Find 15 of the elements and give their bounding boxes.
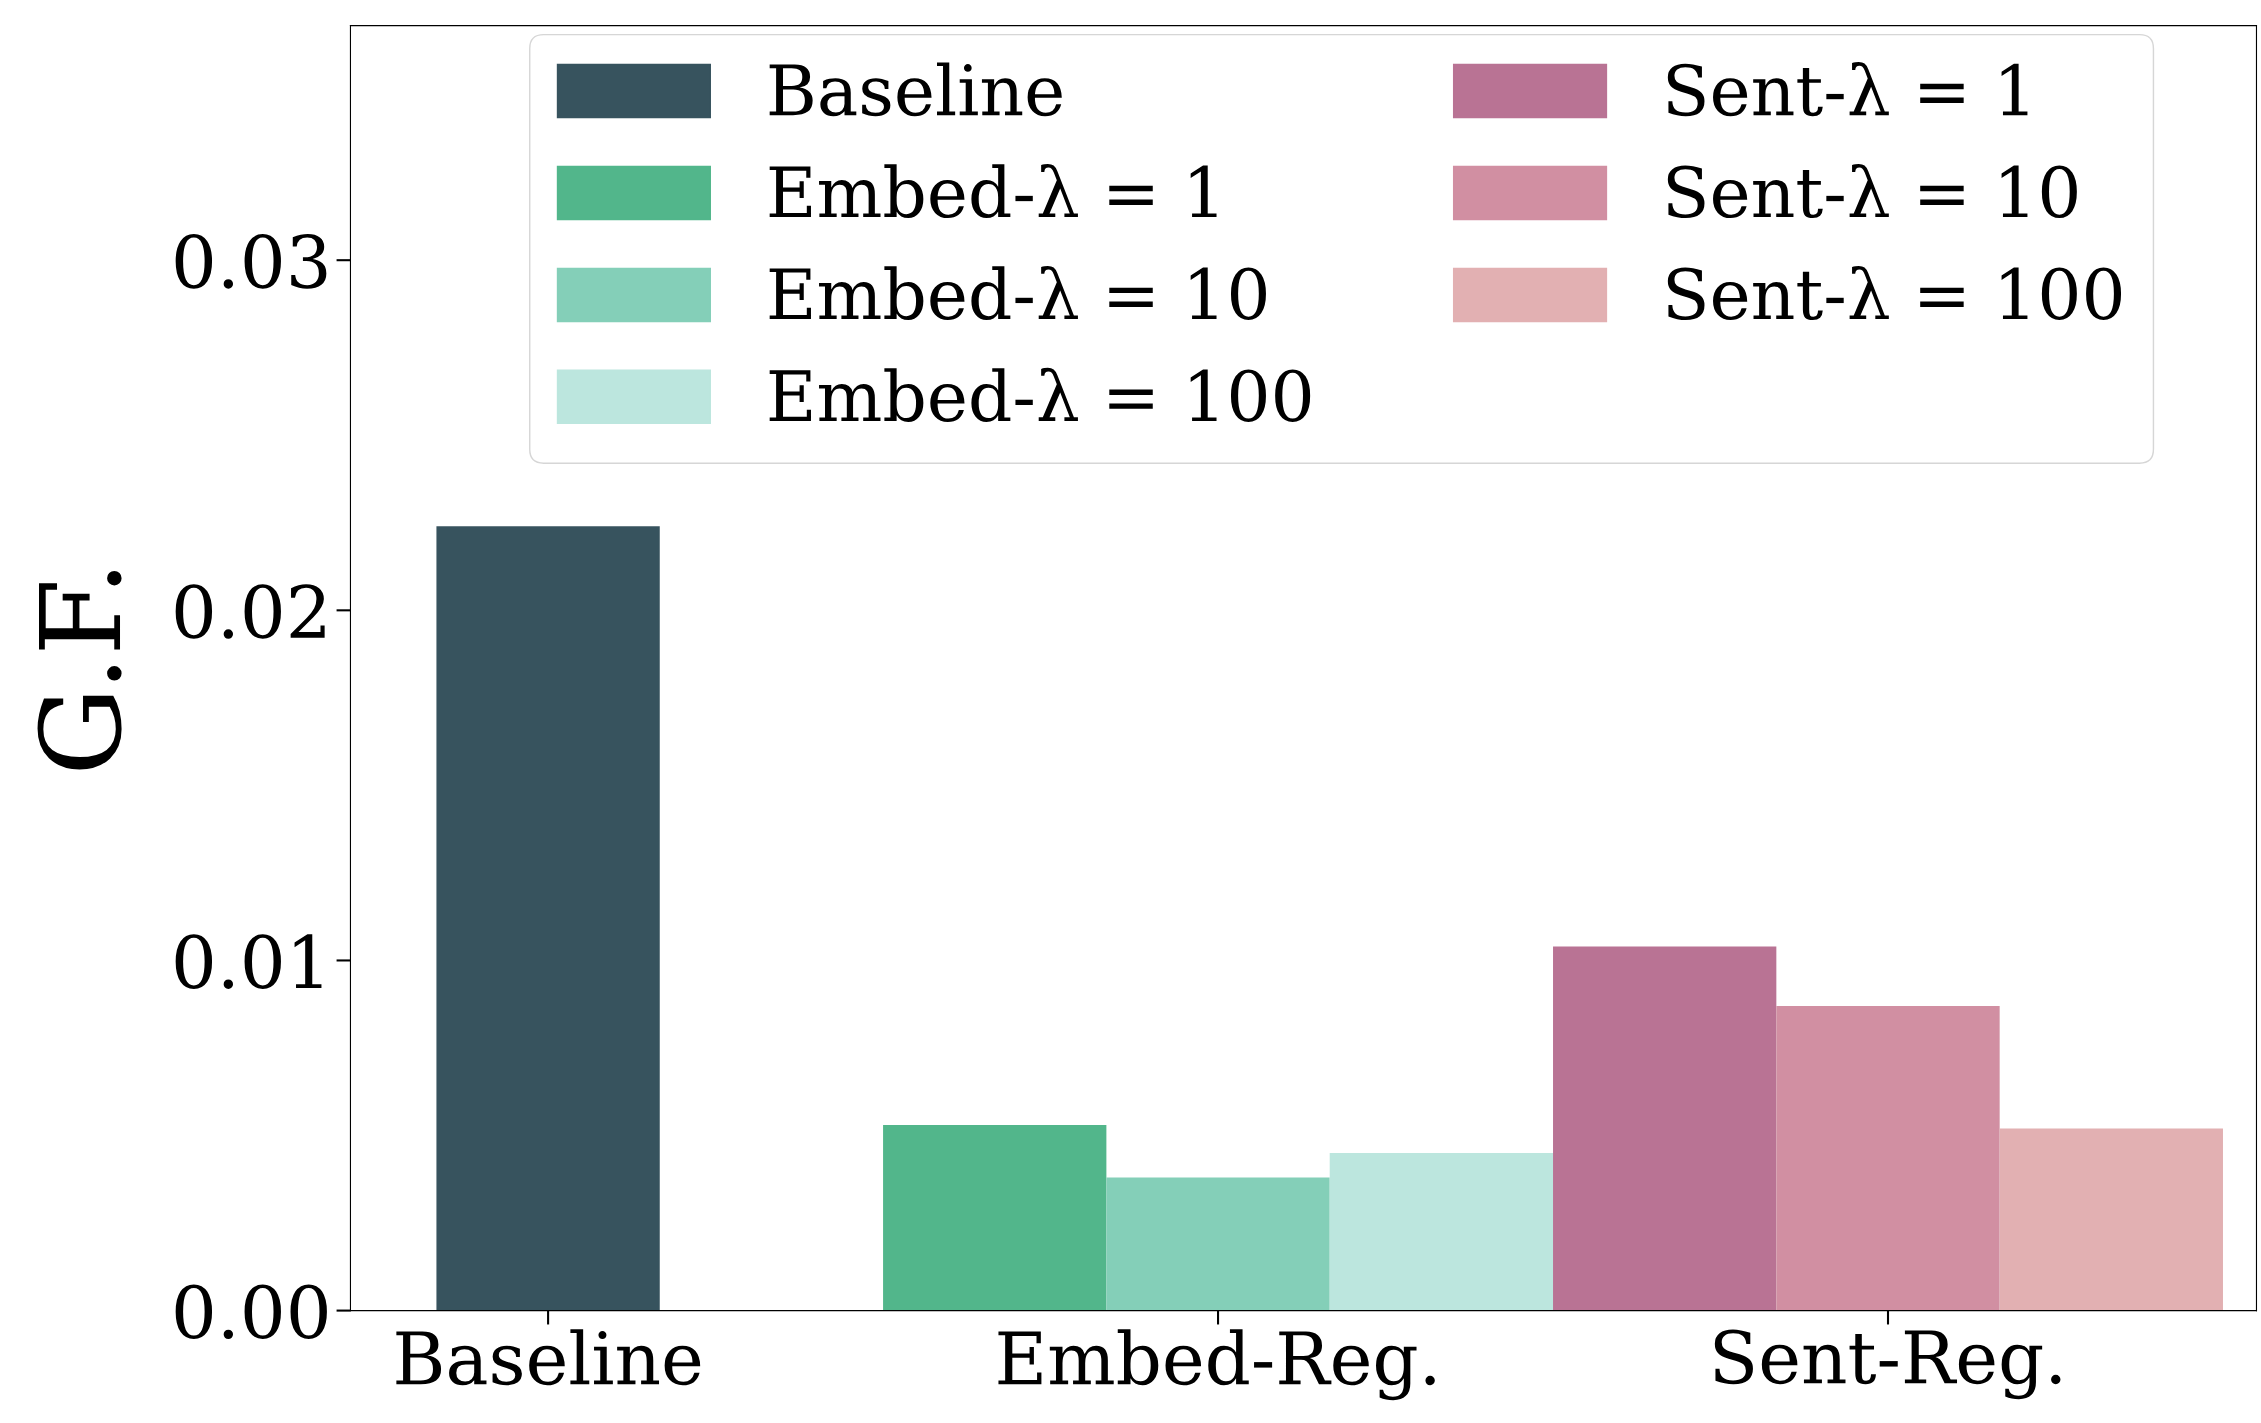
y-tick-label: 0.00 bbox=[175, 1284, 327, 1340]
legend-label: Embed-λ = 10 bbox=[769, 265, 1266, 321]
x-tick-label: Embed-Reg. bbox=[998, 1329, 1435, 1401]
legend-label: Embed-λ = 100 bbox=[769, 367, 1311, 422]
legend-label: Sent-λ = 100 bbox=[1667, 265, 2122, 321]
y-tick-label: 0.02 bbox=[175, 584, 325, 639]
legend-label: Sent-λ = 1 bbox=[1667, 62, 2028, 117]
legend-label: Embed-λ = 1 bbox=[769, 163, 1217, 219]
x-tick-label: Sent-Reg. bbox=[1714, 1329, 2061, 1400]
y-tick-label: 0.01 bbox=[175, 934, 322, 989]
y-tick-label: 0.03 bbox=[175, 234, 327, 289]
x-tick-label: Baseline bbox=[396, 1329, 701, 1386]
y-axis-title: G.F. bbox=[37, 570, 122, 770]
legend-label: Sent-λ = 10 bbox=[1667, 163, 2077, 219]
legend-label: Baseline bbox=[769, 62, 1062, 117]
